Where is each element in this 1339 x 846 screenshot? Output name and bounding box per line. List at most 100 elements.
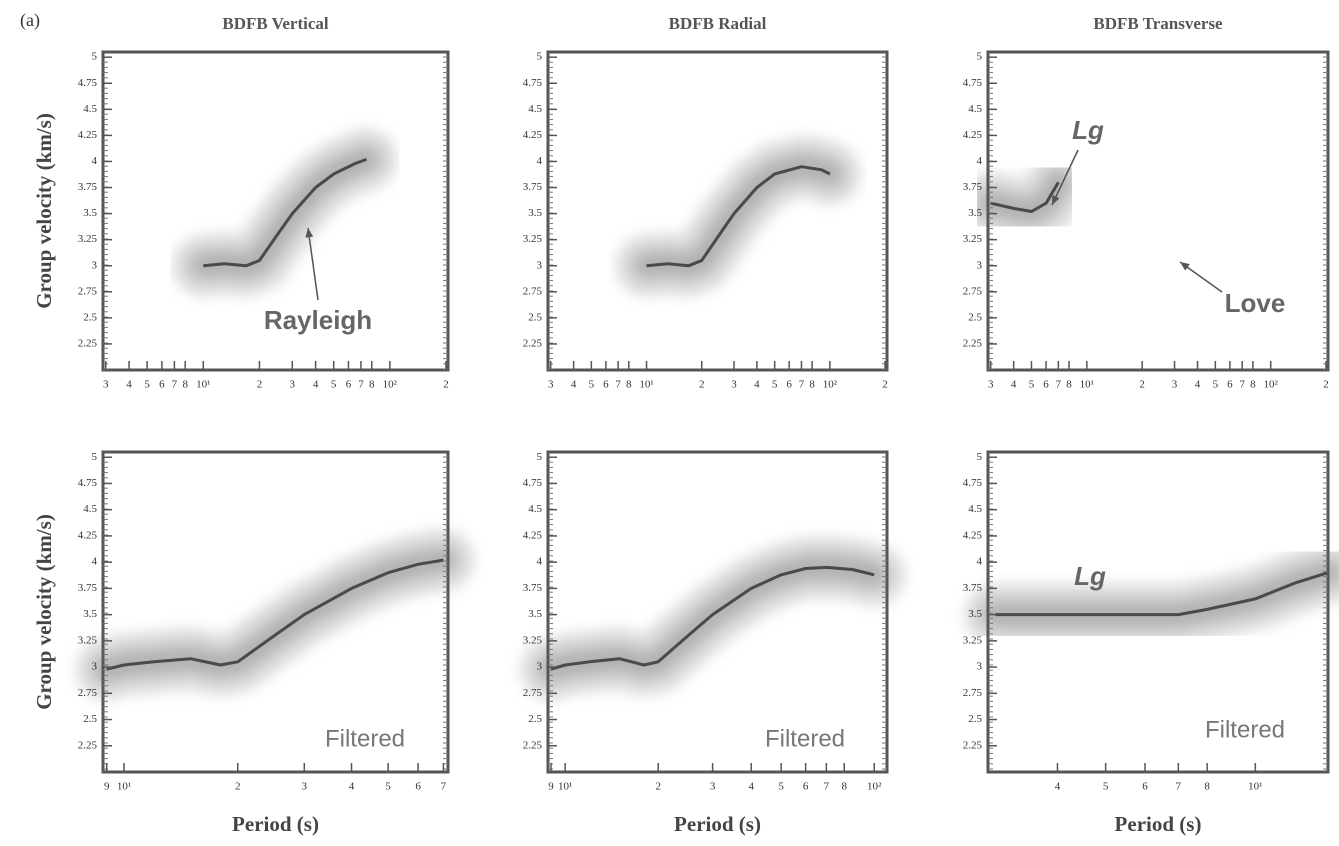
y-tick-label: 4.25 xyxy=(963,129,983,141)
y-tick-label: 4 xyxy=(537,155,543,167)
x-tick-label: 2 xyxy=(1323,379,1329,391)
y-tick-label: 3.5 xyxy=(83,608,97,620)
dispersion-curve xyxy=(646,165,831,268)
x-tick-label: 2 xyxy=(443,379,449,391)
x-tick-label: 5 xyxy=(385,781,391,793)
plot-frame xyxy=(101,450,450,774)
x-tick-label: 5 xyxy=(1213,379,1219,391)
x-tick-label: 5 xyxy=(1029,379,1035,391)
annotation: Lg xyxy=(1074,561,1106,591)
plot-frame xyxy=(546,450,889,774)
y-tick-label: 5 xyxy=(92,51,98,63)
y-tick-label: 3.75 xyxy=(963,181,983,193)
y-tick-label: 2.75 xyxy=(78,687,98,699)
x-tick-label: 6 xyxy=(786,379,792,391)
y-tick-label: 3.5 xyxy=(528,608,542,620)
x-tick-label: 5 xyxy=(1103,781,1109,793)
dispersion-curve xyxy=(995,571,1329,617)
x-tick-label: 8 xyxy=(1066,379,1072,391)
y-tick-label: 4.25 xyxy=(78,129,98,141)
y-tick-label: 2.25 xyxy=(963,337,983,349)
x-axis-label: Period (s) xyxy=(232,812,319,836)
y-tick-label: 3.25 xyxy=(963,233,983,245)
x-tick-label: 4 xyxy=(126,379,132,391)
y-tick-label: 4.75 xyxy=(78,477,98,489)
x-tick-label: 2 xyxy=(1139,379,1145,391)
annotation: Filtered xyxy=(325,725,405,752)
y-tick-label: 4 xyxy=(92,556,98,568)
y-tick-label: 4.25 xyxy=(523,129,543,141)
x-tick-label: 7 xyxy=(799,379,805,391)
dispersion-curve xyxy=(990,181,1060,213)
panel-title: BDFB Transverse xyxy=(1093,14,1223,33)
y-tick-label: 3 xyxy=(977,661,983,673)
x-tick-label: 7 xyxy=(1239,379,1245,391)
x-tick-label: 7 xyxy=(172,379,178,391)
x-tick-label: 6 xyxy=(415,781,421,793)
x-tick-label: 3 xyxy=(1172,379,1178,391)
y-tick-label: 3.75 xyxy=(78,582,98,594)
x-tick-label: 10¹ xyxy=(117,781,131,793)
y-tick-label: 3.75 xyxy=(78,181,98,193)
arrow-head xyxy=(1052,195,1060,205)
x-axis-label: Period (s) xyxy=(674,812,761,836)
x-tick-label: 9 xyxy=(104,781,110,793)
x-tick-label: 7 xyxy=(358,379,364,391)
y-tick-label: 4 xyxy=(977,155,983,167)
y-tick-label: 4.75 xyxy=(523,77,543,89)
y-tick-label: 2.25 xyxy=(963,739,983,751)
y-tick-label: 4.25 xyxy=(523,529,543,541)
x-tick-label: 7 xyxy=(1056,379,1062,391)
x-tick-label: 7 xyxy=(615,379,621,391)
x-tick-label: 5 xyxy=(331,379,337,391)
y-tick-label: 3.5 xyxy=(83,207,97,219)
x-tick-label: 10¹ xyxy=(1248,781,1262,793)
y-axis-label: Group velocity (km/s) xyxy=(32,113,56,309)
x-tick-label: 5 xyxy=(144,379,150,391)
y-tick-label: 4 xyxy=(977,556,983,568)
y-tick-label: 2.25 xyxy=(523,739,543,751)
y-tick-label: 4.25 xyxy=(78,529,98,541)
y-tick-label: 4.75 xyxy=(963,477,983,489)
panel-title: BDFB Vertical xyxy=(222,14,329,33)
x-tick-label: 4 xyxy=(349,781,355,793)
dispersion-curve xyxy=(550,565,875,671)
x-tick-label: 10² xyxy=(867,781,882,793)
x-tick-label: 3 xyxy=(103,379,109,391)
y-tick-label: 3.5 xyxy=(968,207,982,219)
x-tick-label: 8 xyxy=(369,379,375,391)
x-tick-label: 4 xyxy=(313,379,319,391)
y-tick-label: 3.25 xyxy=(963,634,983,646)
y-tick-label: 3.25 xyxy=(78,634,98,646)
x-tick-label: 4 xyxy=(571,379,577,391)
x-tick-label: 10¹ xyxy=(1080,379,1094,391)
x-tick-label: 6 xyxy=(603,379,609,391)
x-tick-label: 4 xyxy=(1055,781,1061,793)
y-tick-label: 4.5 xyxy=(968,503,982,515)
y-tick-label: 4.25 xyxy=(963,529,983,541)
x-tick-label: 3 xyxy=(548,379,554,391)
arrow-head xyxy=(1180,262,1190,271)
panel: 2.25 2.5 2.75 3 3.25 3.5 3.75 4 4.25 4.5 4.75 5 9 10¹… xyxy=(32,450,474,836)
annotation-arrow xyxy=(307,227,319,301)
y-tick-label: 2.5 xyxy=(528,311,542,323)
panel-title: BDFB Radial xyxy=(669,14,767,33)
y-axis-label: Group velocity (km/s) xyxy=(32,514,56,710)
x-tick-label: 8 xyxy=(626,379,632,391)
x-tick-label: 6 xyxy=(1227,379,1233,391)
y-tick-label: 5 xyxy=(537,51,543,63)
x-tick-label: 10¹ xyxy=(639,379,653,391)
y-tick-label: 4.75 xyxy=(963,77,983,89)
x-tick-label: 10² xyxy=(383,379,398,391)
y-tick-label: 2.25 xyxy=(523,337,543,349)
x-tick-label: 9 xyxy=(548,781,554,793)
x-tick-label: 7 xyxy=(824,781,830,793)
x-tick-label: 4 xyxy=(1195,379,1201,391)
y-tick-label: 4.5 xyxy=(83,103,97,115)
y-tick-label: 2.25 xyxy=(78,337,98,349)
y-tick-label: 2.75 xyxy=(78,285,98,297)
x-tick-label: 5 xyxy=(778,781,784,793)
y-tick-label: 5 xyxy=(537,451,543,463)
plot-frame xyxy=(986,450,1330,774)
